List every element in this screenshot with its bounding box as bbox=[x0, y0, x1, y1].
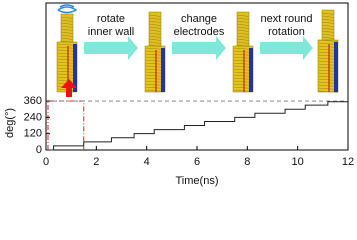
annotation: rotation bbox=[268, 26, 305, 38]
annotation: rotate bbox=[97, 13, 125, 25]
tube-hatch bbox=[148, 29, 162, 32]
tube-hatch bbox=[236, 32, 250, 35]
y-tick-label: 240 bbox=[24, 111, 42, 123]
x-tick-label: 6 bbox=[194, 156, 200, 168]
process-arrow bbox=[84, 36, 138, 60]
tube-hatch bbox=[236, 35, 250, 38]
highlight-box bbox=[47, 100, 85, 150]
electrode-blue bbox=[334, 42, 338, 92]
tube-hatch bbox=[148, 17, 162, 20]
tube-hatch bbox=[60, 19, 74, 22]
tube-hatch bbox=[148, 38, 162, 41]
tube-hatch bbox=[321, 12, 335, 15]
tube-hatch bbox=[236, 23, 250, 26]
x-tick-label: 0 bbox=[43, 156, 49, 168]
highlight-arrow bbox=[61, 79, 77, 97]
tube-hatch bbox=[60, 31, 74, 34]
tube-hatch bbox=[60, 22, 74, 25]
rotation-swirl bbox=[57, 4, 78, 14]
x-tick-label: 8 bbox=[244, 156, 250, 168]
tube-hatch bbox=[236, 44, 250, 47]
tube-hatch bbox=[321, 30, 335, 33]
annotation: electrodes bbox=[174, 26, 225, 38]
x-tick-label: 4 bbox=[144, 156, 150, 168]
data-line bbox=[46, 101, 348, 151]
tube-hatch bbox=[321, 33, 335, 36]
tube-hatch bbox=[321, 18, 335, 21]
tube-hatch bbox=[148, 26, 162, 29]
tube-hatch bbox=[236, 26, 250, 29]
nanotube-illustration bbox=[144, 11, 166, 93]
annotation: inner wall bbox=[88, 26, 134, 38]
x-tick-label: 2 bbox=[93, 156, 99, 168]
tube-hatch bbox=[148, 44, 162, 47]
tube-hatch bbox=[317, 90, 339, 93]
tube-hatch bbox=[60, 28, 74, 31]
x-tick-label: 12 bbox=[342, 156, 354, 168]
y-tick-label: 360 bbox=[24, 95, 42, 107]
tube-hatch bbox=[60, 34, 74, 37]
tube-hatch bbox=[148, 41, 162, 44]
tube-hatch bbox=[148, 14, 162, 17]
tube-hatch bbox=[321, 36, 335, 39]
y-axis-label: deg(°) bbox=[4, 108, 16, 138]
y-tick-label: 120 bbox=[24, 128, 42, 140]
electrode-blue bbox=[161, 48, 165, 92]
tube-hatch bbox=[60, 25, 74, 28]
nanotube-illustration bbox=[232, 11, 254, 93]
tube-hatch bbox=[321, 15, 335, 18]
tube-hatch bbox=[60, 16, 74, 19]
annotation: next round bbox=[261, 13, 313, 25]
nanotube-illustration bbox=[56, 13, 78, 93]
tube-hatch bbox=[236, 20, 250, 23]
process-arrow bbox=[172, 36, 226, 60]
tube-hatch bbox=[148, 20, 162, 23]
tube-hatch bbox=[148, 32, 162, 35]
tube-hatch bbox=[60, 40, 74, 43]
tube-hatch bbox=[317, 39, 339, 42]
tube-hatch bbox=[236, 14, 250, 17]
electrode-blue bbox=[249, 48, 253, 92]
nanotube-illustration bbox=[317, 9, 339, 93]
tube-hatch bbox=[236, 41, 250, 44]
annotation: change bbox=[181, 13, 217, 25]
process-arrow bbox=[260, 36, 313, 60]
tube-hatch bbox=[321, 27, 335, 30]
tube-hatch bbox=[236, 38, 250, 41]
y-tick-label: 0 bbox=[36, 144, 42, 156]
tube-hatch bbox=[236, 17, 250, 20]
tube-hatch bbox=[236, 29, 250, 32]
inner-tube bbox=[321, 9, 335, 45]
electrode-blue bbox=[73, 44, 77, 92]
x-tick-label: 10 bbox=[292, 156, 304, 168]
tube-hatch bbox=[321, 24, 335, 27]
tube-hatch bbox=[148, 35, 162, 38]
tube-hatch bbox=[60, 37, 74, 40]
tube-hatch bbox=[321, 21, 335, 24]
tube-hatch bbox=[148, 23, 162, 26]
x-axis-label: Time(ns) bbox=[176, 175, 219, 187]
